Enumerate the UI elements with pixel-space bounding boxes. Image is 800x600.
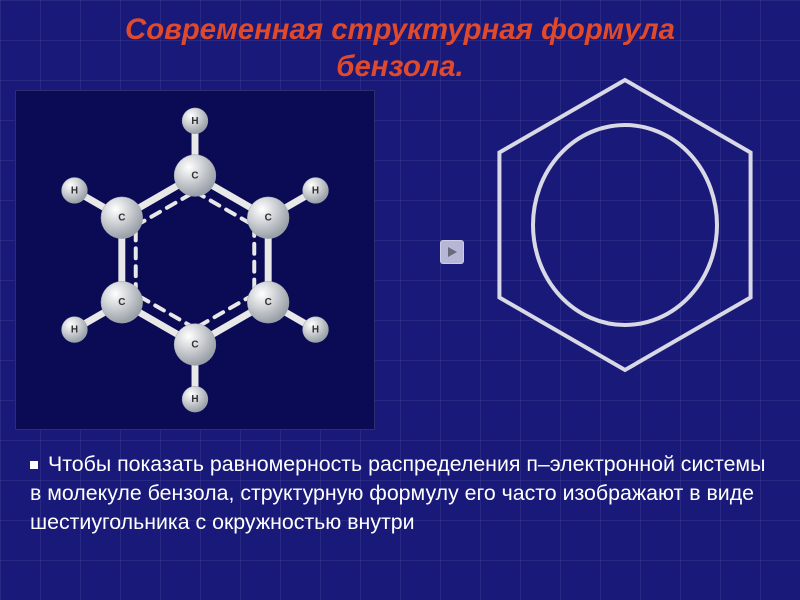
play-icon <box>446 246 458 258</box>
caption-text: Чтобы показать равномерность распределен… <box>30 452 765 534</box>
molecule-panel: H H H H H H C C C C C C <box>15 90 375 430</box>
title-line-2: бензола. <box>336 50 463 83</box>
benzene-molecule-diagram: H H H H H H C C C C C C <box>16 91 374 429</box>
svg-text:H: H <box>191 394 198 405</box>
svg-text:H: H <box>312 185 319 196</box>
svg-text:H: H <box>71 185 78 196</box>
svg-text:C: C <box>191 339 198 350</box>
benzene-hexagon-symbol <box>470 70 780 380</box>
title-line-1: Современная структурная формула <box>125 13 675 46</box>
svg-text:C: C <box>265 213 272 224</box>
svg-text:C: C <box>191 170 198 181</box>
hexagon-panel <box>470 70 780 380</box>
next-arrow-button[interactable] <box>440 240 464 264</box>
svg-text:C: C <box>118 297 125 308</box>
svg-text:H: H <box>191 116 198 127</box>
svg-text:C: C <box>265 297 272 308</box>
svg-text:H: H <box>71 325 78 336</box>
svg-text:C: C <box>118 213 125 224</box>
slide-caption: Чтобы показать равномерность распределен… <box>30 450 770 536</box>
bullet-icon <box>30 461 38 469</box>
svg-text:H: H <box>312 325 319 336</box>
